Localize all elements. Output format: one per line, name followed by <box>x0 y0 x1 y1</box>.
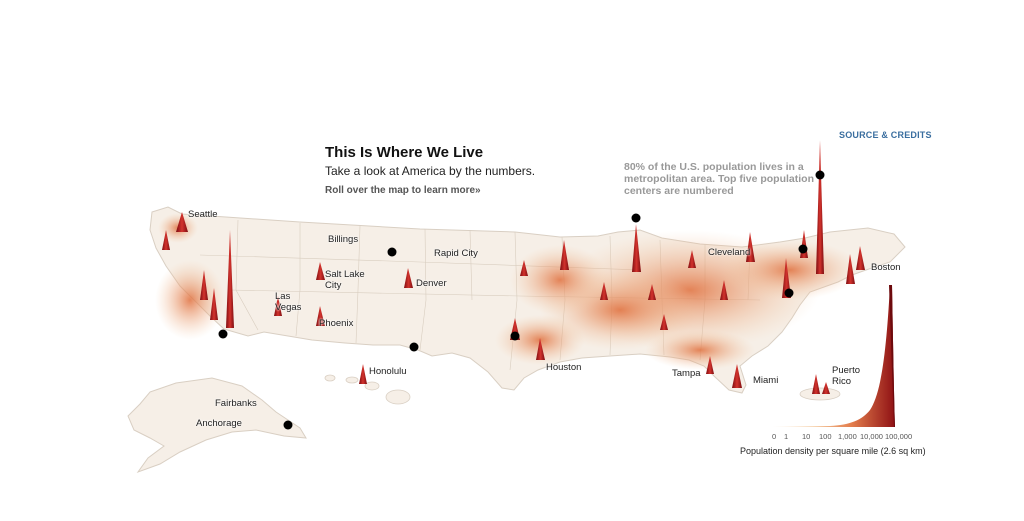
top-metro-markers[interactable] <box>218 170 825 430</box>
metro-marker-dc[interactable] <box>784 288 794 298</box>
metro-marker-northeast[interactable] <box>798 244 808 254</box>
city-label-las-vegas: Las Vegas <box>275 291 302 313</box>
metro-marker-alaska[interactable] <box>283 420 293 430</box>
city-label-salt-lake-city: Salt Lake City <box>325 269 365 291</box>
density-spikes <box>162 140 865 388</box>
metro-marker-los-angeles[interactable] <box>218 329 228 339</box>
city-label-houston: Houston <box>546 362 582 373</box>
learn-more-link[interactable]: Roll over the map to learn more» <box>325 185 481 196</box>
legend-tick: 0 <box>772 432 777 441</box>
page-title: This Is Where We Live <box>325 144 484 161</box>
legend-graphic <box>772 285 895 427</box>
page-subtitle: Take a look at America by the numbers. <box>325 164 536 178</box>
legend-tick: 10 <box>802 432 811 441</box>
legend-tick: 10,000 <box>860 432 883 441</box>
puerto-rico-spike <box>812 374 820 394</box>
metro-marker-new-york[interactable] <box>815 170 825 180</box>
metro-marker-chicago[interactable] <box>631 213 641 223</box>
city-label-phoenix: Phoenix <box>319 318 354 329</box>
metro-marker-plains[interactable] <box>387 247 397 257</box>
metro-marker-southwest[interactable] <box>409 342 419 352</box>
city-label-tampa: Tampa <box>672 368 701 379</box>
city-label-boston: Boston <box>871 262 901 273</box>
title-block: This Is Where We Live Take a look at Ame… <box>325 144 535 196</box>
puerto-rico-spike-2 <box>822 382 830 394</box>
metro-note: 80% of the U.S. population lives in a me… <box>624 161 814 197</box>
hawaii-land <box>324 374 411 405</box>
city-label-puerto-rico: Puerto Rico <box>832 365 860 387</box>
legend-tick: 100,000 <box>885 432 913 441</box>
city-label-cleveland: Cleveland <box>708 247 751 258</box>
metro-marker-dallas[interactable] <box>510 331 520 341</box>
city-label-billings: Billings <box>328 234 359 245</box>
city-label-anchorage: Anchorage <box>196 418 242 429</box>
alaska-land <box>127 377 307 474</box>
source-credits-link[interactable]: SOURCE & CREDITS <box>839 130 932 140</box>
city-label-denver: Denver <box>416 278 447 289</box>
city-label-honolulu: Honolulu <box>369 366 407 377</box>
legend-tick: 100 <box>819 432 832 441</box>
city-label-rapid-city: Rapid City <box>434 248 478 259</box>
legend-tick: 1 <box>784 432 789 441</box>
honolulu-spike <box>359 364 367 384</box>
density-haze <box>155 213 860 370</box>
legend-caption: Population density per square mile (2.6 … <box>740 446 926 456</box>
legend-tick: 1,000 <box>838 432 857 441</box>
city-label-miami: Miami <box>753 375 779 386</box>
city-label-seattle: Seattle <box>188 209 218 220</box>
city-label-fairbanks: Fairbanks <box>215 398 257 409</box>
